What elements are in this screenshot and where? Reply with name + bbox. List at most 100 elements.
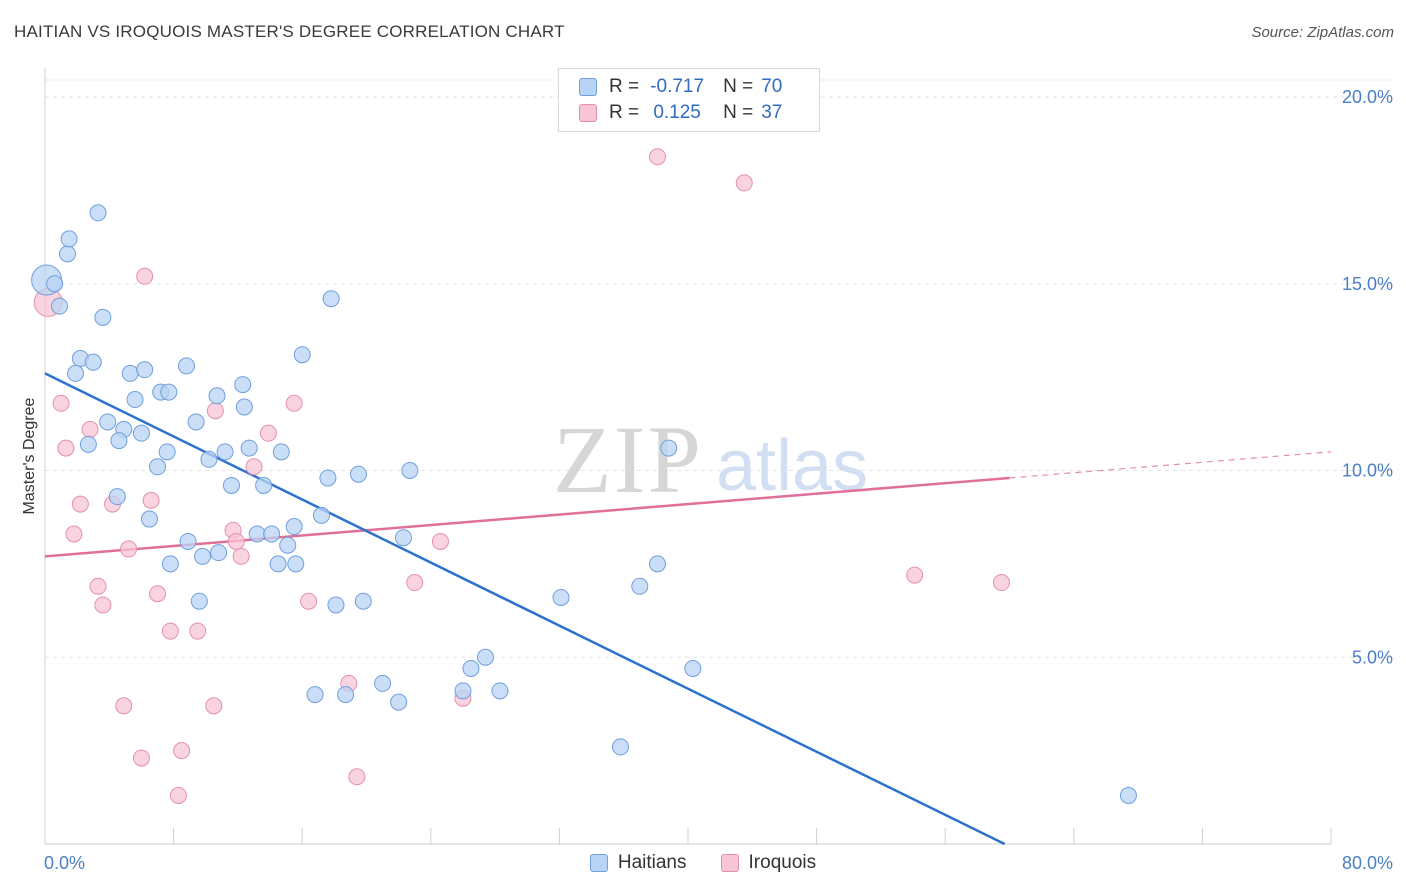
iroquois-trendline-extension xyxy=(1009,451,1332,479)
haitian-point xyxy=(263,525,281,543)
haitian-point xyxy=(194,547,212,565)
haitian-point xyxy=(149,458,167,476)
iroquois-point xyxy=(206,402,224,420)
haitian-point xyxy=(216,443,234,461)
iroquois-trendline xyxy=(44,476,1010,558)
iroquois-point xyxy=(149,585,167,603)
iroquois-swatch xyxy=(579,104,597,122)
haitian-point xyxy=(390,693,408,711)
iroquois-point xyxy=(161,622,179,640)
legend-row-iroquois: R = 0.125 N = 37 xyxy=(579,101,782,125)
iroquois-point xyxy=(992,574,1010,592)
axes xyxy=(44,68,1332,845)
legend-r-label: R = xyxy=(609,76,640,97)
haitian-points xyxy=(31,204,1137,804)
iroquois-point xyxy=(205,697,223,715)
gridlines xyxy=(45,79,1392,658)
haitian-point xyxy=(631,577,649,595)
legend-iroquois-label: Iroquois xyxy=(748,852,817,873)
legend-haitians-label: Haitians xyxy=(617,852,687,873)
haitian-point xyxy=(279,536,297,554)
iroquois-point xyxy=(136,267,154,285)
iroquois-point xyxy=(245,458,263,476)
watermark: ZIP atlas xyxy=(553,406,868,513)
y-axis-label: Master's Degree xyxy=(21,397,38,514)
iroquois-point xyxy=(735,174,753,192)
iroquois-point xyxy=(648,148,666,166)
source-label: Source: ZipAtlas.com xyxy=(1251,24,1394,41)
haitian-point xyxy=(94,308,112,326)
watermark-zip: ZIP xyxy=(553,406,703,513)
iroquois-point xyxy=(173,742,191,760)
y-tick-label: 10.0% xyxy=(1342,461,1393,481)
haitian-point xyxy=(660,439,678,457)
y-tick-label: 5.0% xyxy=(1352,647,1393,667)
legend-row-haitians: R = -0.717 N = 70 xyxy=(579,75,782,99)
legend-n-value: 37 xyxy=(761,102,783,123)
haitian-point xyxy=(160,383,178,401)
haitian-point xyxy=(136,361,154,379)
haitian-point xyxy=(234,376,252,394)
haitian-point xyxy=(1119,786,1137,804)
haitians-legend-swatch xyxy=(589,854,608,872)
haitian-point xyxy=(177,357,195,375)
iroquois-point xyxy=(348,768,366,786)
haitian-point xyxy=(269,555,287,573)
legend-r-label: R = xyxy=(609,102,640,123)
haitian-point xyxy=(327,596,345,614)
haitian-point xyxy=(108,488,126,506)
iroquois-point xyxy=(232,547,250,565)
haitian-point xyxy=(200,450,218,468)
haitian-point xyxy=(59,245,77,263)
legend-r-value: -0.717 xyxy=(650,76,705,97)
series-legend: Haitians Iroquois xyxy=(0,852,1406,874)
haitian-point xyxy=(401,462,419,479)
iroquois-point xyxy=(132,749,150,767)
haitian-point xyxy=(67,364,85,382)
iroquois-point xyxy=(906,566,924,584)
iroquois-point xyxy=(120,540,138,558)
iroquois-point xyxy=(142,491,160,509)
haitian-point xyxy=(60,230,78,248)
haitian-point xyxy=(337,686,355,704)
haitian-point xyxy=(255,476,273,494)
iroquois-point xyxy=(57,439,75,457)
chart-title: HAITIAN VS IROQUOIS MASTER'S DEGREE CORR… xyxy=(14,22,565,41)
legend-n-label: N = xyxy=(723,76,754,97)
haitian-point xyxy=(349,465,367,483)
haitian-point xyxy=(84,353,102,371)
haitian-point xyxy=(491,682,509,700)
legend-item-haitians: Haitians xyxy=(589,852,687,874)
y-tick-label: 15.0% xyxy=(1342,274,1393,294)
haitian-point xyxy=(374,674,392,692)
iroquois-point xyxy=(285,394,303,412)
haitian-point xyxy=(235,398,253,416)
legend-n-label: N = xyxy=(723,102,754,123)
iroquois-point xyxy=(259,424,277,442)
iroquois-point xyxy=(65,525,83,543)
haitian-point xyxy=(208,387,226,405)
iroquois-point xyxy=(52,394,70,412)
legend-item-iroquois: Iroquois xyxy=(720,852,817,874)
x-tick-label: 80.0% xyxy=(1342,853,1393,873)
haitian-point xyxy=(79,435,97,453)
haitian-point xyxy=(354,592,372,610)
iroquois-point xyxy=(300,592,318,610)
haitian-point xyxy=(462,659,480,677)
iroquois-point xyxy=(189,622,207,640)
haitian-point xyxy=(190,592,208,610)
haitian-point xyxy=(110,432,128,450)
tick-labels: 5.0% 10.0% 15.0% 20.0% 0.0% 80.0% xyxy=(44,87,1393,873)
haitian-point xyxy=(158,443,176,461)
haitian-point xyxy=(179,532,197,550)
iroquois-point xyxy=(115,697,133,715)
haitian-point xyxy=(312,506,330,524)
haitian-point xyxy=(684,659,702,677)
haitian-point xyxy=(293,346,311,364)
iroquois-point xyxy=(431,532,449,550)
haitian-point xyxy=(611,738,629,756)
haitian-point xyxy=(222,476,240,494)
haitian-point xyxy=(187,413,205,431)
haitian-point xyxy=(394,529,412,547)
